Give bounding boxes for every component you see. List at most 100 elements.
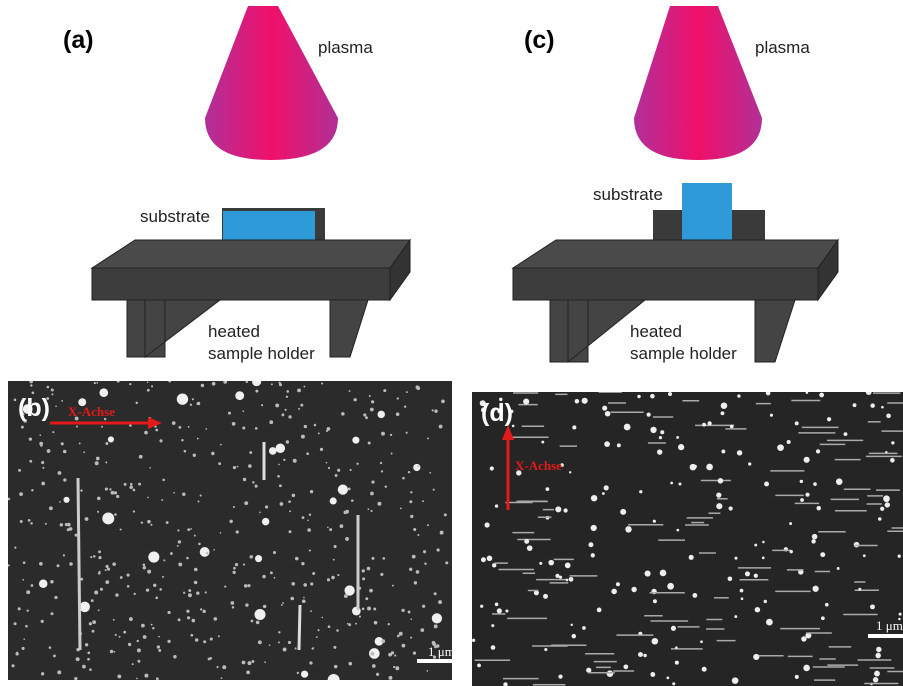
particle [235, 563, 238, 566]
particle [89, 668, 92, 671]
particle [200, 608, 202, 610]
particle [702, 423, 706, 427]
particle [370, 492, 374, 496]
particle [105, 569, 107, 571]
particle [41, 482, 45, 486]
particle [99, 571, 101, 573]
particle [41, 620, 44, 623]
particle [394, 655, 396, 657]
particle [312, 572, 315, 575]
particle [307, 528, 311, 532]
particle [162, 479, 165, 482]
particle [728, 576, 733, 581]
scale-bar [868, 634, 903, 638]
particle [890, 458, 895, 463]
particle [16, 652, 18, 654]
particle [201, 384, 204, 387]
particle [120, 576, 123, 579]
particle [885, 451, 887, 453]
panel-a: (a) plasma substrate heated sample holde… [63, 6, 410, 363]
particle [190, 634, 193, 637]
particle [143, 635, 147, 639]
particle [158, 636, 160, 638]
particle [277, 475, 280, 478]
particle [289, 510, 291, 512]
particle [158, 649, 161, 652]
particle [602, 492, 605, 495]
particle [653, 520, 656, 523]
particle [326, 462, 328, 464]
particle [327, 527, 329, 529]
particle [806, 391, 809, 394]
particle [737, 394, 740, 397]
particle [205, 428, 207, 430]
particle [660, 570, 667, 577]
particle [373, 607, 376, 610]
particle [264, 661, 266, 663]
particle [151, 624, 153, 626]
particle [777, 444, 784, 451]
particle [148, 552, 159, 563]
particle [381, 470, 383, 472]
particle [638, 652, 643, 657]
panel-c: (c) plasma substrate heated sample holde… [513, 6, 838, 363]
particle [278, 641, 280, 643]
particle [254, 609, 265, 620]
particle [362, 577, 365, 580]
particle [22, 647, 25, 650]
particle [409, 568, 412, 571]
particle [52, 431, 54, 433]
particle [331, 576, 335, 580]
particle [65, 523, 68, 526]
particle [143, 563, 146, 566]
panel-b: (b) X-Achse 1 μm [8, 377, 455, 686]
particle [787, 440, 791, 444]
particle [25, 625, 28, 628]
particle [365, 416, 368, 419]
particle [891, 441, 894, 444]
particle [144, 431, 148, 435]
particle [355, 623, 357, 625]
particle [374, 621, 378, 625]
particle [575, 399, 580, 404]
particle [367, 606, 371, 610]
particle [60, 523, 63, 526]
particle [279, 383, 282, 386]
particle [40, 445, 42, 447]
plasma-label: plasma [318, 38, 373, 57]
particle [762, 557, 765, 560]
particle [147, 389, 150, 392]
table-leg [127, 300, 220, 357]
particle [424, 563, 426, 565]
particle [83, 451, 85, 453]
particle [256, 621, 260, 625]
particle [105, 487, 108, 490]
table-front [513, 268, 818, 300]
particle [202, 610, 205, 613]
particle [155, 429, 158, 432]
particle [39, 562, 43, 566]
particle [427, 524, 429, 526]
particle [23, 561, 26, 564]
particle [223, 380, 227, 384]
particle [301, 671, 308, 678]
particle [558, 675, 562, 679]
particle [437, 548, 440, 551]
particle [397, 635, 400, 638]
particle [255, 427, 258, 430]
particle [63, 450, 67, 454]
particle [79, 442, 81, 444]
particle [816, 449, 820, 453]
particle [881, 406, 884, 409]
particle [800, 480, 803, 483]
particle [602, 406, 607, 411]
particle [281, 604, 283, 606]
particle [197, 438, 199, 440]
particle [167, 640, 170, 643]
particle [734, 615, 737, 618]
particle [105, 442, 108, 445]
particle [47, 386, 50, 389]
particle [137, 640, 139, 642]
particle [173, 492, 175, 494]
particle [161, 499, 163, 501]
